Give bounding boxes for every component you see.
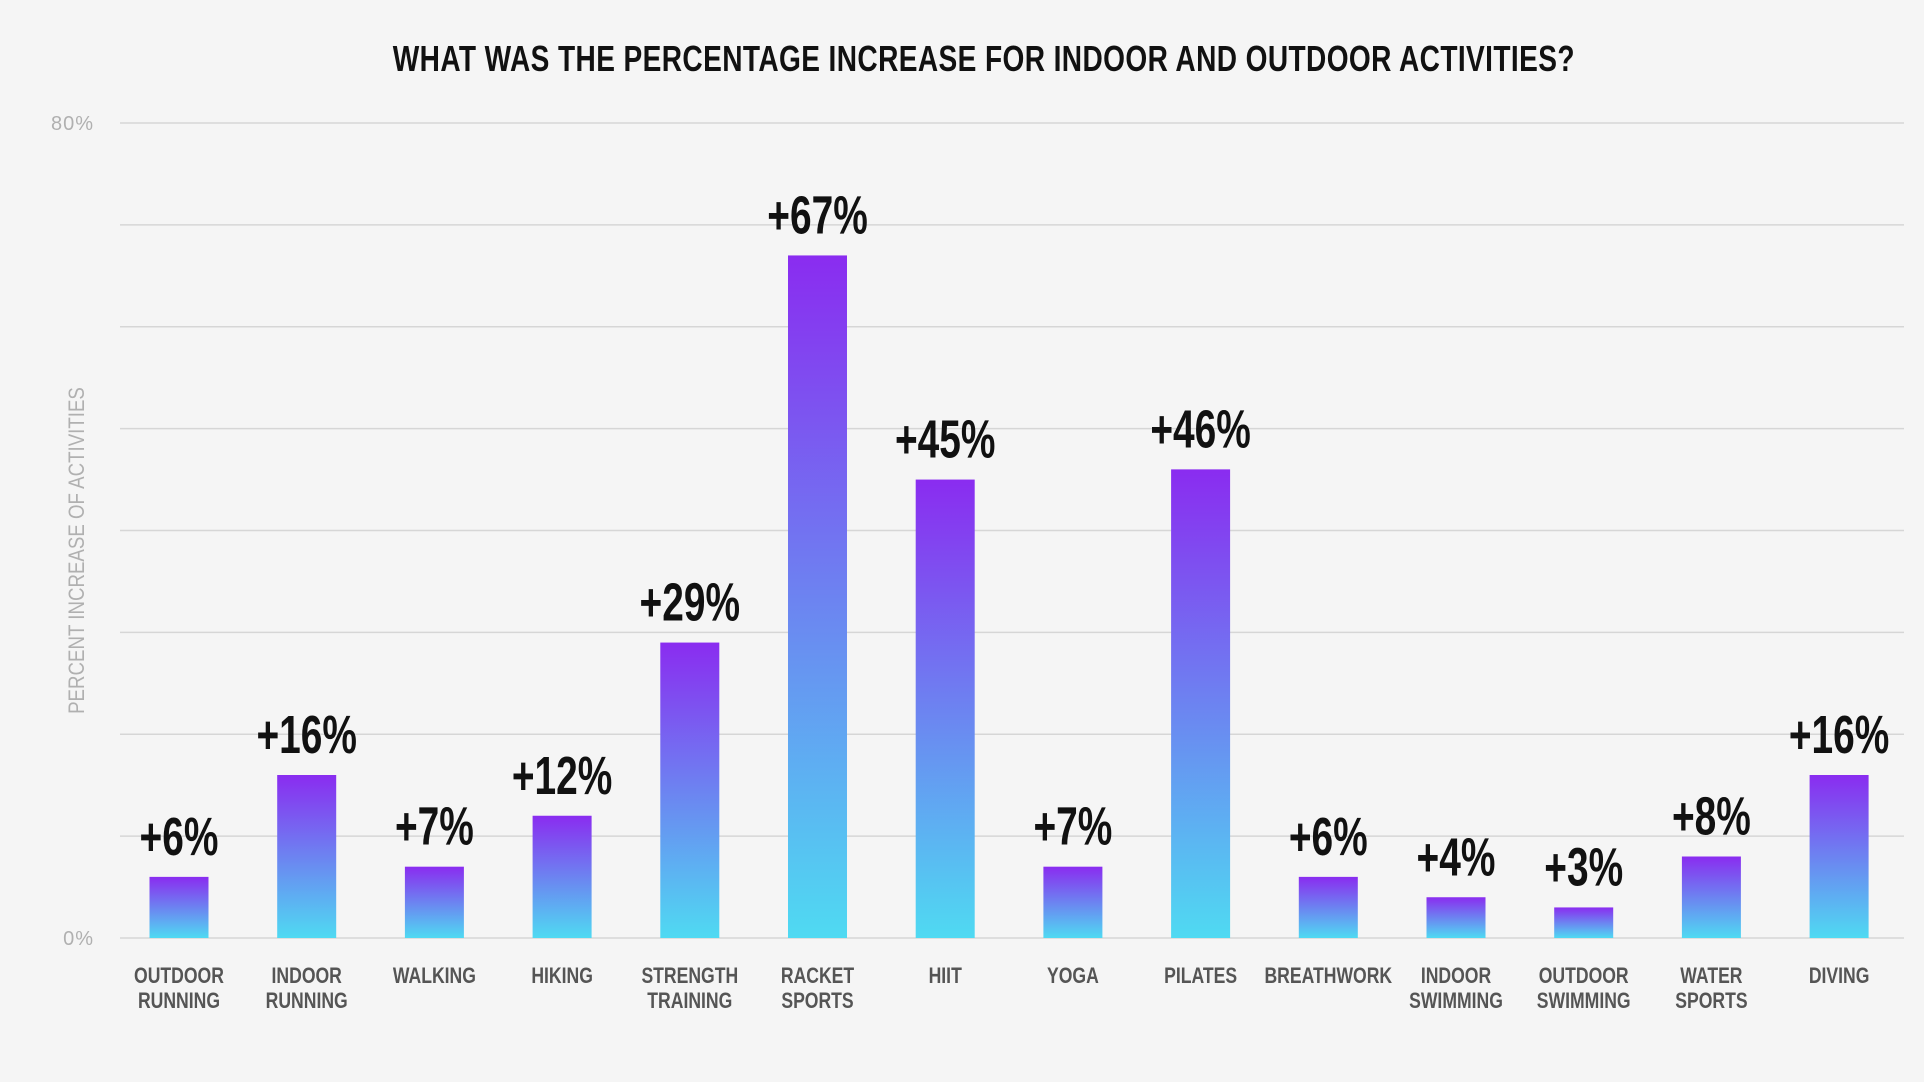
bar: [915, 479, 975, 938]
data-label: +7%: [395, 795, 474, 856]
bar: [1681, 856, 1741, 938]
category-label: BREATHWORK: [1264, 964, 1392, 988]
category-label: WATER: [1680, 964, 1742, 988]
category-label: SWIMMING: [1409, 989, 1503, 1013]
chart-title: WHAT WAS THE PERCENTAGE INCREASE FOR IND…: [392, 38, 1575, 79]
category-label: TRAINING: [647, 989, 732, 1013]
data-label: +6%: [1289, 806, 1368, 867]
category-label: OUTDOOR: [134, 964, 224, 988]
data-label: +6%: [140, 806, 219, 867]
category-label: SWIMMING: [1537, 989, 1631, 1013]
category-label: STRENGTH: [641, 964, 738, 988]
bar: [149, 876, 209, 938]
bar: [1043, 866, 1103, 938]
data-label: +67%: [767, 184, 868, 245]
data-label: +46%: [1150, 398, 1251, 459]
category-label: INDOOR: [1421, 964, 1491, 988]
y-axis-label: PERCENT INCREASE OF ACTIVITIES: [66, 387, 90, 714]
category-label: WALKING: [393, 964, 476, 988]
category-label: HIKING: [531, 964, 593, 988]
category-label: RUNNING: [266, 989, 348, 1013]
category-label: SPORTS: [1675, 989, 1747, 1013]
y-tick-label: 0%: [63, 928, 94, 950]
data-label: +7%: [1033, 795, 1112, 856]
category-label: HIIT: [929, 964, 962, 988]
data-label: +4%: [1417, 826, 1496, 887]
bar: [404, 866, 464, 938]
category-label: PILATES: [1164, 964, 1237, 988]
category-label: DIVING: [1809, 964, 1870, 988]
data-label: +3%: [1544, 836, 1623, 897]
bar: [1426, 897, 1486, 938]
category-label: OUTDOOR: [1539, 964, 1629, 988]
data-label: +45%: [895, 408, 996, 469]
category-label: RUNNING: [138, 989, 220, 1013]
data-label: +12%: [512, 744, 613, 805]
bar: [1809, 775, 1869, 938]
category-label: YOGA: [1047, 964, 1099, 988]
data-label: +29%: [640, 571, 741, 632]
bar: [1171, 469, 1231, 938]
category-label: INDOOR: [272, 964, 342, 988]
bar: [788, 255, 847, 938]
data-label: +16%: [256, 704, 357, 765]
bar: [1298, 876, 1358, 938]
data-label: +8%: [1672, 785, 1751, 846]
category-label: RACKET: [781, 964, 854, 988]
bar: [532, 815, 592, 938]
bar: [1554, 907, 1614, 938]
bar: [277, 775, 337, 938]
data-label: +16%: [1789, 704, 1890, 765]
bar: [660, 642, 720, 938]
category-label: SPORTS: [781, 989, 853, 1013]
y-tick-label: 80%: [51, 113, 94, 135]
